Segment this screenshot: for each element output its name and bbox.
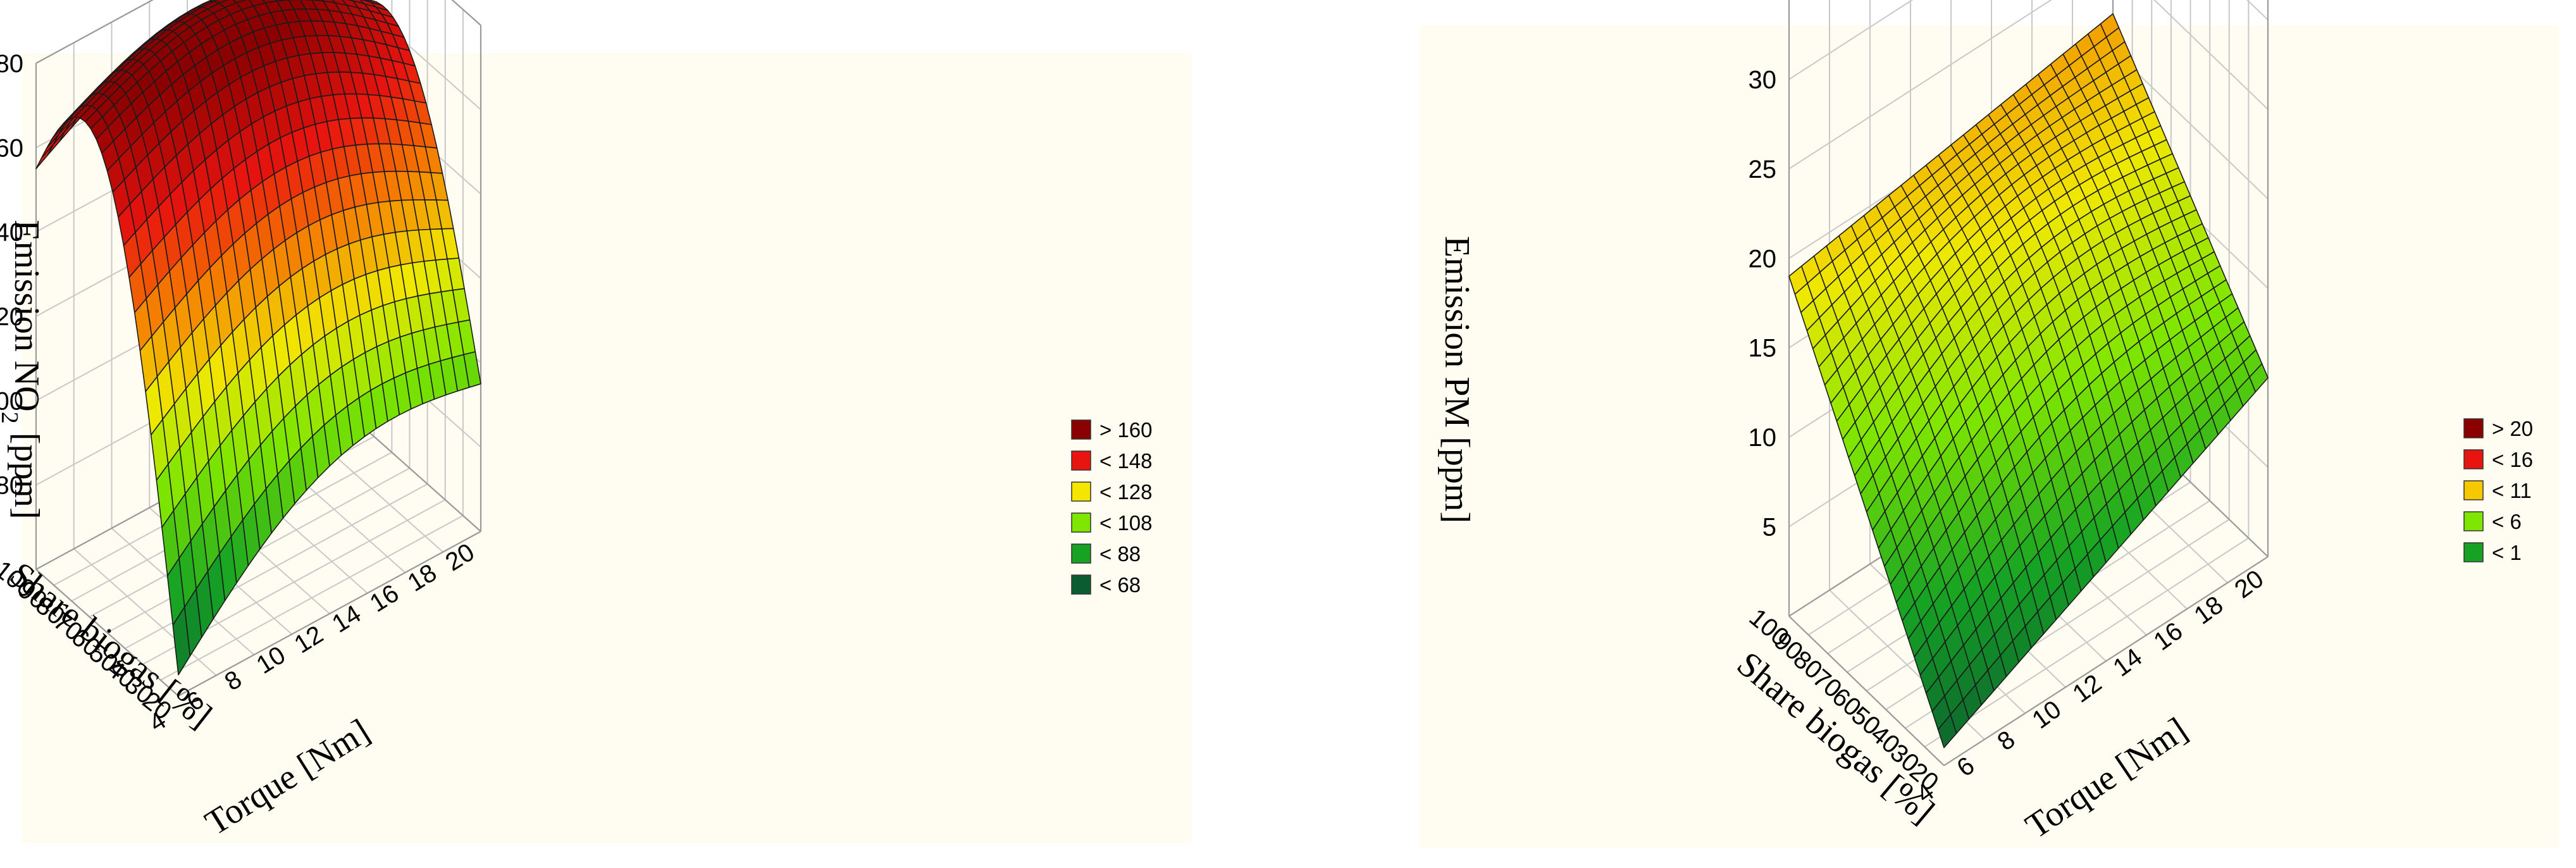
pm-emission-tick: 10 xyxy=(1749,424,1777,452)
pm-torque-tick: 10 xyxy=(2027,695,2066,735)
nox-surface-plot: 4681012141618202030405060708090100801001… xyxy=(0,0,1153,843)
pm-emission-axis-title: Emission PM [ppm] xyxy=(1437,236,1477,523)
pm-emission-tick: 35 xyxy=(1749,0,1777,4)
nox-torque-tick: 20 xyxy=(441,538,480,577)
pm-legend-swatch xyxy=(2463,542,2484,562)
pm-legend-label: < 6 xyxy=(2492,510,2522,533)
pm-surface-plot: 4681012141618202030405060708090100510152… xyxy=(1437,0,2533,846)
pm-box-edge xyxy=(1943,556,2269,766)
nox-torque-tick: 8 xyxy=(220,665,247,696)
pm-chart-panel: 4 6 8 10 12 14 16 18 20 20 30 40 50 60 70 80 90 100 5 10 15 2… xyxy=(1420,0,2559,848)
pm-legend-swatch xyxy=(2463,418,2484,438)
nox-box-edge xyxy=(451,0,481,26)
nox-emission-tick: 100 xyxy=(0,387,23,415)
nox-emission-tick: 180 xyxy=(0,50,23,78)
nox-torque-axis-title: Torque [Nm] xyxy=(199,712,376,843)
nox-legend-swatch xyxy=(1071,512,1091,533)
pm-wall-grid-z xyxy=(1788,0,2052,170)
nox-emission-tick: 80 xyxy=(0,472,23,500)
nox-emission-axis-title-main: Emission NO xyxy=(7,220,46,411)
pm-torque-tick: 20 xyxy=(2229,565,2269,604)
pm-legend-swatch xyxy=(2463,480,2484,500)
nox-torque-tick: 16 xyxy=(365,580,404,618)
nox-legend-label: < 128 xyxy=(1099,480,1153,504)
pm-emission-tick: 5 xyxy=(1762,514,1776,542)
pm-torque-tick: 6 xyxy=(1952,752,1979,783)
pm-emission-tick: 15 xyxy=(1749,335,1777,363)
nox-floor-grid-y xyxy=(160,515,464,681)
pm-emission-tick: 20 xyxy=(1749,245,1777,273)
pm-legend-label: < 11 xyxy=(2492,479,2532,502)
pm-wall-grid-z xyxy=(2153,0,2269,110)
nox-legend-label: < 88 xyxy=(1099,542,1141,566)
pm-torque-tick: 12 xyxy=(2067,669,2107,709)
nox-legend-swatch xyxy=(1071,419,1091,440)
nox-legend-label: < 68 xyxy=(1099,573,1141,597)
nox-legend-swatch xyxy=(1071,450,1091,471)
pm-legend-swatch xyxy=(2463,449,2484,469)
pm-emission-tick: 25 xyxy=(1749,156,1777,183)
pm-legend: > 20 < 16 < 11 < 6 < 1 xyxy=(2463,417,2533,564)
pm-emission-tick: 30 xyxy=(1749,66,1777,94)
nox-surface xyxy=(35,0,481,676)
nox-torque-tick: 14 xyxy=(327,600,366,638)
nox-box-edge xyxy=(35,569,179,697)
pm-wall-grid-z xyxy=(1788,0,1914,80)
nox-surface-patch xyxy=(172,606,191,676)
pm-torque-tick: 14 xyxy=(2108,643,2147,682)
nox-legend-label: > 160 xyxy=(1099,418,1153,442)
nox-torque-tick: 18 xyxy=(403,559,442,597)
pm-surface xyxy=(1788,13,2269,748)
nox-emission-tick: 140 xyxy=(0,219,23,247)
nox-emission-tick: 160 xyxy=(0,134,23,162)
pm-legend-label: < 1 xyxy=(2492,541,2522,564)
pm-floor-grid-y xyxy=(1924,537,2249,748)
nox-emission-axis-title: Emission NO2 [ppm] xyxy=(0,220,46,519)
nox-emission-axis-title-sub: 2 xyxy=(0,412,23,424)
nox-legend-label: < 148 xyxy=(1099,449,1153,473)
nox-torque-tick: 10 xyxy=(252,641,290,679)
nox-legend-label: < 108 xyxy=(1099,511,1153,535)
pm-legend-label: > 20 xyxy=(2492,417,2533,440)
nox-emission-axis-title-unit: [ppm] xyxy=(7,424,46,519)
pm-legend-swatch xyxy=(2463,511,2484,531)
pm-legend-label: < 16 xyxy=(2492,448,2533,471)
nox-torque-tick: 12 xyxy=(290,621,328,659)
nox-legend-swatch xyxy=(1071,481,1091,502)
pm-torque-tick: 8 xyxy=(1992,726,2020,757)
nox-legend-swatch xyxy=(1071,543,1091,564)
pm-box-edge xyxy=(1788,616,1945,766)
nox-legend-swatch xyxy=(1071,574,1091,595)
nox-box-edge xyxy=(178,531,481,697)
nox-emission-tick: 120 xyxy=(0,303,23,331)
pm-surface-patch xyxy=(1937,714,1957,748)
nox-box-edge xyxy=(35,0,154,64)
nox-chart-panel: 4681012141618202030405060708090100801001… xyxy=(0,0,1192,843)
pm-torque-tick: 16 xyxy=(2148,617,2188,656)
pm-torque-tick: 18 xyxy=(2189,591,2228,630)
nox-legend: > 160 < 148 < 128 < 108 < 88 < 68 xyxy=(1071,418,1153,597)
